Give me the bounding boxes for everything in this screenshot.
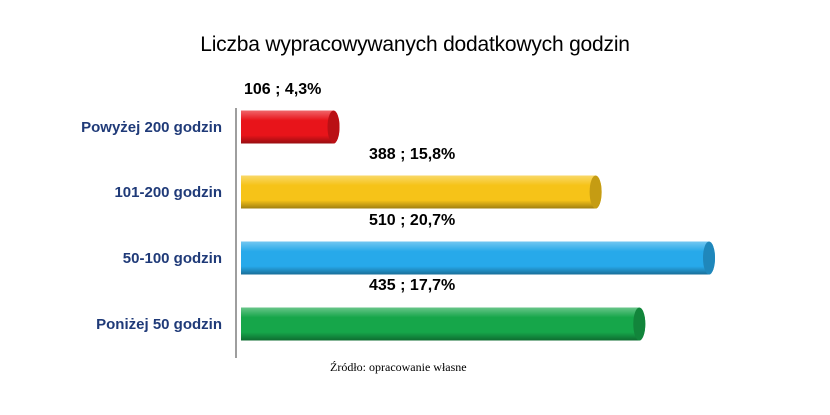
data-label-4: 435 ; 17,7% [369, 277, 455, 294]
category-label-1: Powyżej 200 godzin [81, 119, 222, 136]
bar-3 [241, 241, 715, 275]
bar-cap-4 [633, 307, 646, 341]
bar-2 [241, 175, 602, 209]
bar-4 [241, 307, 646, 341]
data-label-2: 388 ; 15,8% [369, 146, 455, 163]
bar-cap-2 [589, 175, 602, 209]
bar-1 [241, 110, 340, 144]
bar-cap-3 [703, 241, 715, 275]
source-note: Źródło: opracowanie własne [330, 360, 467, 374]
category-label-2: 101-200 godzin [114, 184, 222, 201]
category-label-4: Poniżej 50 godzin [96, 316, 222, 333]
chart-title: Liczba wypracowywanych dodatkowych godzi… [200, 33, 630, 56]
category-label-3: 50-100 godzin [123, 250, 222, 267]
bar-cap-1 [327, 110, 340, 144]
data-label-1: 106 ; 4,3% [244, 81, 321, 98]
data-label-3: 510 ; 20,7% [369, 212, 455, 229]
